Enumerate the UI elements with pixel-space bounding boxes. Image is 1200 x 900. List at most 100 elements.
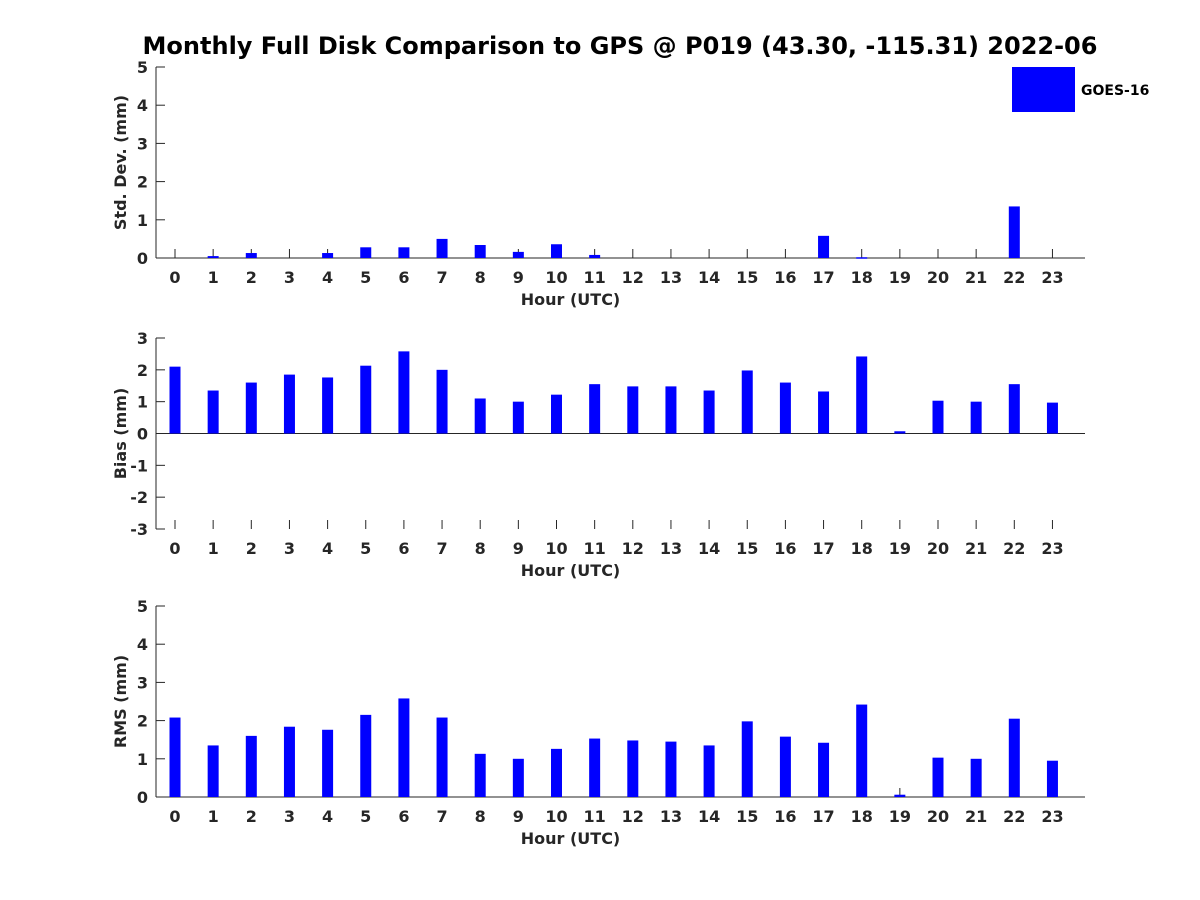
legend-swatch-goes-16 bbox=[1012, 67, 1075, 112]
std-dev-x-tick-label: 16 bbox=[774, 268, 796, 287]
bias-x-tick-label: 5 bbox=[360, 539, 371, 558]
bias-y-tick-label: -3 bbox=[130, 520, 148, 539]
std-dev-bar-hour-6 bbox=[398, 247, 410, 258]
rms-x-tick-label: 11 bbox=[584, 807, 606, 826]
bias-bar-hour-14 bbox=[703, 390, 715, 434]
rms-x-tick-label: 4 bbox=[322, 807, 333, 826]
rms-bar-hour-19 bbox=[894, 794, 906, 797]
rms-bar-hour-10 bbox=[551, 748, 562, 797]
std-dev-x-tick-label: 17 bbox=[812, 268, 834, 287]
bias-bar-hour-23 bbox=[1046, 402, 1058, 434]
rms-bar-hour-23 bbox=[1046, 760, 1058, 797]
rms-y-tick-label: 0 bbox=[137, 788, 148, 807]
bias-bar-hour-16 bbox=[779, 382, 791, 434]
bias-y-tick-label: -1 bbox=[130, 456, 148, 475]
rms-y-tick-label: 5 bbox=[137, 597, 148, 616]
bias-bar-hour-21 bbox=[970, 401, 982, 434]
std-dev-x-tick-label: 9 bbox=[513, 268, 524, 287]
bias-x-tick-label: 10 bbox=[545, 539, 567, 558]
bias-x-tick-label: 19 bbox=[889, 539, 911, 558]
rms-x-tick-label: 23 bbox=[1041, 807, 1063, 826]
rms-x-tick-label: 16 bbox=[774, 807, 796, 826]
bias-x-tick-label: 7 bbox=[436, 539, 447, 558]
rms-x-axis-label: Hour (UTC) bbox=[521, 829, 621, 848]
bias-bar-hour-7 bbox=[436, 369, 448, 434]
rms-bar-hour-14 bbox=[703, 745, 715, 797]
bias-bar-hour-15 bbox=[741, 370, 753, 434]
rms-x-tick-label: 15 bbox=[736, 807, 758, 826]
chart-title: Monthly Full Disk Comparison to GPS @ P0… bbox=[143, 32, 1098, 60]
std-dev-bar-hour-2 bbox=[245, 253, 257, 258]
rms-y-tick-label: 3 bbox=[137, 673, 148, 692]
rms-bar-hour-0 bbox=[169, 717, 181, 797]
bias-bar-hour-22 bbox=[1008, 384, 1020, 434]
bias-bar-hour-2 bbox=[245, 382, 257, 434]
bias-x-tick-label: 0 bbox=[169, 539, 180, 558]
rms-x-tick-label: 14 bbox=[698, 807, 720, 826]
rms-x-tick-label: 18 bbox=[851, 807, 873, 826]
rms-bar-hour-15 bbox=[741, 721, 753, 797]
std-dev-x-tick-label: 5 bbox=[360, 268, 371, 287]
bias-x-tick-label: 11 bbox=[584, 539, 606, 558]
bias-bar-hour-3 bbox=[283, 374, 295, 434]
bias-x-tick-label: 9 bbox=[513, 539, 524, 558]
rms-bar-hour-6 bbox=[398, 698, 410, 797]
rms-x-tick-label: 5 bbox=[360, 807, 371, 826]
std-dev-y-axis-label: Std. Dev. (mm) bbox=[111, 95, 130, 230]
std-dev-bar-hour-18 bbox=[856, 257, 868, 259]
std-dev-x-tick-label: 7 bbox=[436, 268, 447, 287]
bias-y-tick-label: -2 bbox=[130, 488, 148, 507]
std-dev-y-tick-label: 2 bbox=[137, 173, 148, 192]
std-dev-x-tick-label: 23 bbox=[1041, 268, 1063, 287]
rms-x-tick-label: 22 bbox=[1003, 807, 1025, 826]
bias-bar-hour-0 bbox=[169, 366, 181, 434]
bias-bar-hour-8 bbox=[474, 398, 486, 434]
std-dev-y-tick-label: 5 bbox=[137, 58, 148, 77]
rms-x-tick-label: 9 bbox=[513, 807, 524, 826]
bias-bar-hour-19 bbox=[894, 431, 906, 434]
rms-bar-hour-9 bbox=[512, 758, 524, 797]
rms-bar-hour-1 bbox=[207, 745, 219, 797]
rms-y-axis-label: RMS (mm) bbox=[111, 655, 130, 748]
std-dev-y-tick-label: 0 bbox=[137, 249, 148, 268]
bias-x-tick-label: 12 bbox=[622, 539, 644, 558]
bias-bar-hour-17 bbox=[818, 391, 830, 434]
rms-bar-hour-12 bbox=[627, 740, 639, 797]
rms-x-tick-label: 12 bbox=[622, 807, 644, 826]
std-dev-bar-hour-11 bbox=[589, 254, 601, 258]
rms-bar-hour-4 bbox=[322, 729, 334, 797]
std-dev-bar-hour-5 bbox=[360, 247, 372, 258]
std-dev-x-tick-label: 20 bbox=[927, 268, 949, 287]
rms-x-tick-label: 0 bbox=[169, 807, 180, 826]
rms-x-tick-label: 6 bbox=[398, 807, 409, 826]
bias-x-tick-label: 4 bbox=[322, 539, 333, 558]
rms-y-tick-label: 4 bbox=[137, 635, 148, 654]
std-dev-x-tick-label: 18 bbox=[851, 268, 873, 287]
bias-x-tick-label: 6 bbox=[398, 539, 409, 558]
rms-x-tick-label: 8 bbox=[475, 807, 486, 826]
std-dev-x-tick-label: 21 bbox=[965, 268, 987, 287]
std-dev-x-tick-label: 15 bbox=[736, 268, 758, 287]
rms-bar-hour-11 bbox=[589, 738, 601, 797]
bias-x-tick-label: 3 bbox=[284, 539, 295, 558]
rms-bar-hour-2 bbox=[245, 735, 257, 797]
bias-bar-hour-11 bbox=[589, 384, 601, 434]
bias-bar-hour-4 bbox=[322, 377, 334, 434]
std-dev-x-tick-label: 14 bbox=[698, 268, 720, 287]
bias-x-tick-label: 13 bbox=[660, 539, 682, 558]
std-dev-x-axis-label: Hour (UTC) bbox=[521, 290, 621, 309]
rms-x-tick-label: 17 bbox=[812, 807, 834, 826]
bias-y-tick-label: 2 bbox=[137, 361, 148, 380]
rms-x-tick-label: 3 bbox=[284, 807, 295, 826]
std-dev-x-tick-label: 19 bbox=[889, 268, 911, 287]
bias-x-tick-label: 8 bbox=[475, 539, 486, 558]
rms-x-tick-label: 20 bbox=[927, 807, 949, 826]
std-dev-bar-hour-8 bbox=[474, 245, 486, 258]
bias-bar-hour-20 bbox=[932, 400, 944, 434]
bias-x-tick-label: 16 bbox=[774, 539, 796, 558]
std-dev-bar-hour-22 bbox=[1008, 206, 1020, 258]
std-dev-x-tick-label: 13 bbox=[660, 268, 682, 287]
